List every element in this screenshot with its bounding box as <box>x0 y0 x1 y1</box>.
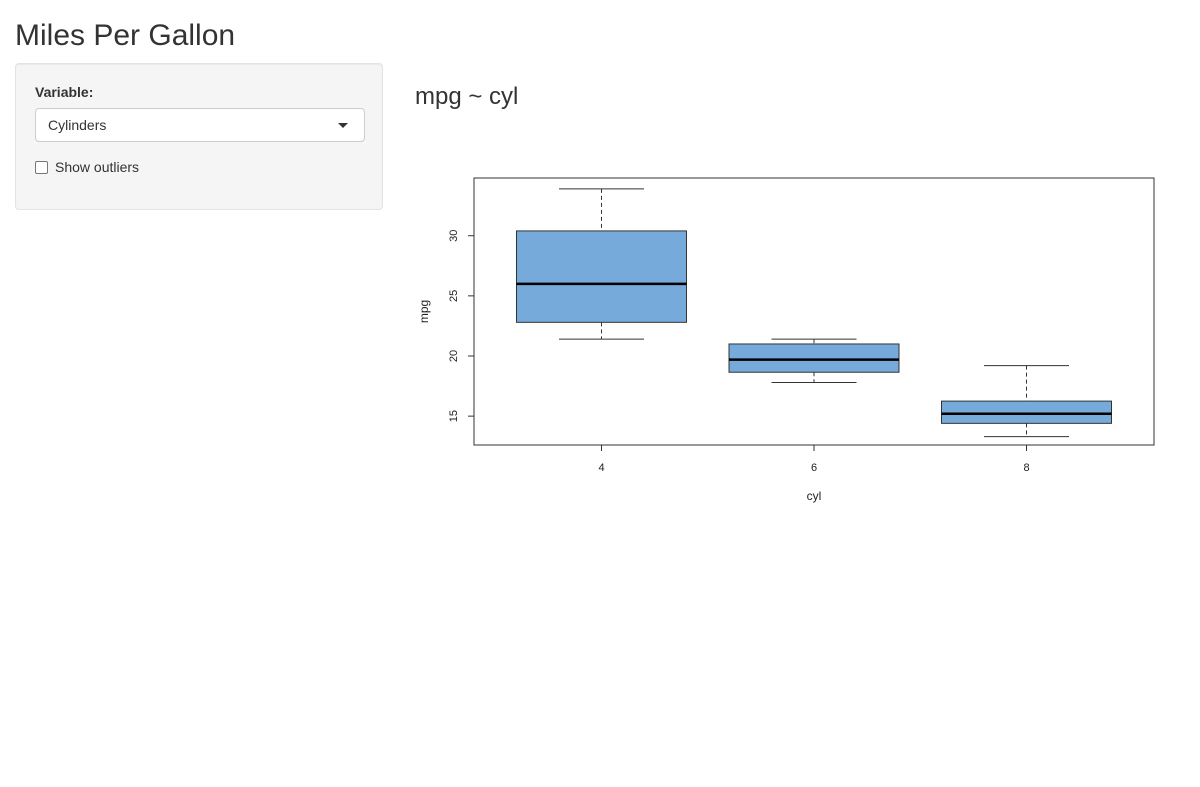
show-outliers-label: Show outliers <box>55 159 140 175</box>
box-8 <box>941 400 1112 424</box>
x-tick-label: 8 <box>1023 462 1029 474</box>
show-outliers-checkbox[interactable] <box>35 160 48 174</box>
app-title: Miles Per Gallon <box>15 19 236 52</box>
sidebar-panel: Variable: Cylinders Show outliers <box>15 63 383 210</box>
plot-caption: mpg ~ cyl <box>415 83 519 110</box>
variable-select[interactable]: Cylinders <box>35 108 365 142</box>
variable-select-value: Cylinders <box>48 117 107 133</box>
boxplot-chart: 4 6 8 15 20 25 30 cyl mpg <box>417 177 1155 503</box>
y-tick-label: 20 <box>448 350 460 362</box>
x-tick-label: 6 <box>811 462 817 474</box>
y-tick-label: 15 <box>448 410 460 422</box>
x-axis-label: cyl <box>807 489 822 503</box>
variable-label: Variable: <box>35 84 94 100</box>
x-tick-label: 4 <box>598 462 604 474</box>
y-tick-label: 25 <box>448 290 460 302</box>
show-outliers-option[interactable]: Show outliers <box>35 158 139 176</box>
box-4 <box>516 230 687 323</box>
y-tick-label: 30 <box>448 230 460 242</box>
box-6 <box>728 343 900 373</box>
caret-down-icon <box>338 123 348 128</box>
y-axis-label: mpg <box>417 300 431 323</box>
